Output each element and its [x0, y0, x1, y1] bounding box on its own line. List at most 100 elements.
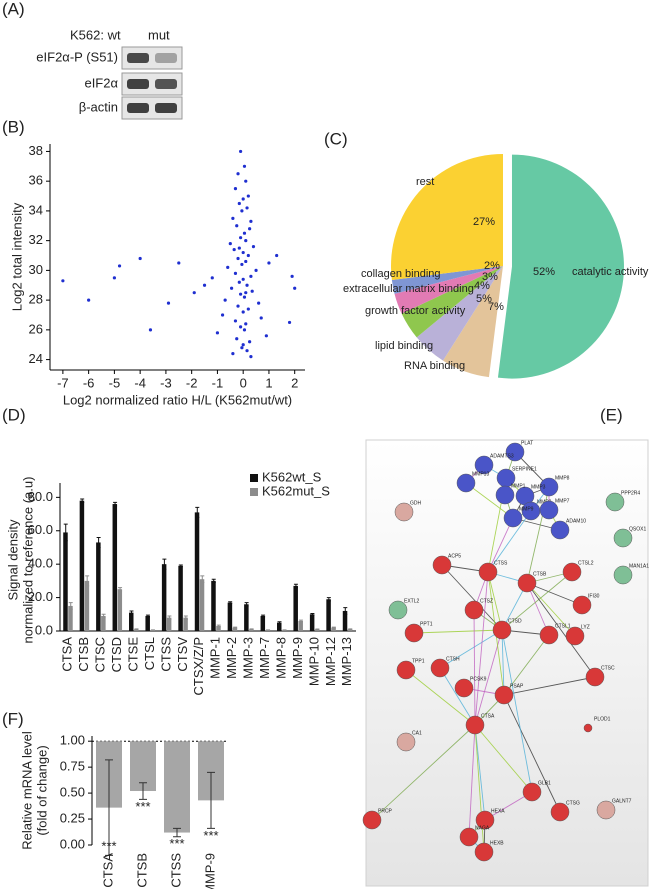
point [229, 286, 234, 290]
network-node [492, 620, 512, 640]
point [235, 337, 239, 341]
x-tick-label: CTSA [60, 637, 75, 672]
error-bar [129, 610, 134, 615]
error-bar [343, 607, 348, 615]
point [233, 319, 238, 323]
error-bar [331, 626, 336, 629]
network-node [478, 562, 498, 582]
network-edge [487, 571, 503, 631]
node-label: GDH [410, 500, 422, 506]
bar [309, 614, 315, 631]
slice-label: extracellular matrix binding [343, 283, 474, 295]
network-node [494, 685, 514, 705]
blot-strip [121, 72, 183, 96]
bar [96, 542, 101, 631]
error-bar [178, 564, 183, 568]
node-label: CTSB [533, 571, 547, 577]
error-bar [326, 597, 331, 602]
bar [293, 585, 298, 631]
network-node [388, 600, 408, 620]
error-bar [261, 614, 266, 618]
y-axis-label: Relative mRNA level [19, 731, 34, 850]
slice-label: lipid binding [375, 340, 433, 352]
network-edge [405, 669, 476, 726]
network-node [522, 782, 542, 802]
slice-value: 2% [484, 260, 500, 272]
bar [326, 599, 331, 631]
slice-label: collagen binding [361, 268, 441, 280]
node-label: PSAP [510, 683, 524, 689]
network-node [613, 565, 633, 585]
panel-label: (F) [2, 709, 24, 728]
network-node [550, 802, 570, 822]
x-tick-label: CTSS [158, 637, 173, 672]
point [215, 331, 220, 335]
y-tick-label: 32 [29, 232, 43, 247]
node-label: IFI30 [588, 593, 600, 599]
point [244, 322, 248, 326]
node-label: MMP3 [531, 484, 546, 490]
node-label: NAGA [475, 825, 490, 831]
error-bar [173, 827, 181, 838]
x-tick-label: -5 [109, 375, 121, 390]
x-tick-label: -7 [57, 375, 69, 390]
blot-header: K562: wt [70, 27, 121, 42]
y-tick-label: 36 [29, 173, 43, 188]
y-tick-label: 40.0 [28, 556, 53, 571]
network-node [505, 442, 525, 462]
bar [63, 532, 68, 631]
node-label: PPT1 [420, 621, 433, 627]
network-node [517, 573, 537, 593]
pie-slice [416, 266, 503, 361]
error-bar [85, 575, 90, 587]
y-tick-label: 80.0 [28, 489, 53, 504]
node-label: PCSK9 [470, 676, 487, 682]
error-bar [310, 612, 315, 616]
node-label: MMP13 [472, 471, 489, 477]
node-label: GALNT7 [612, 798, 632, 804]
node-label: ADAMTS3 [490, 453, 514, 459]
node-label: PLAT [521, 440, 533, 446]
x-tick-label: 1 [265, 375, 272, 390]
network-edge [439, 667, 476, 726]
node-label: TPP1 [412, 658, 425, 664]
y-tick-label: 0.50 [60, 785, 85, 800]
error-bar [105, 759, 113, 856]
point [231, 352, 235, 356]
point [202, 283, 207, 287]
error-bar [118, 587, 123, 592]
point [248, 227, 252, 231]
node-label: CA1 [412, 730, 422, 736]
error-bar [68, 602, 73, 610]
bar [101, 615, 106, 631]
error-bar [298, 619, 303, 623]
panel-label: (E) [600, 405, 623, 424]
annotation: *** [169, 836, 184, 851]
bar [260, 615, 266, 631]
x-tick-label: CTSV [175, 637, 190, 672]
slice-value: 3% [482, 271, 498, 283]
x-tick-label: 0 [240, 375, 247, 390]
pie-slice [401, 266, 503, 338]
point [241, 277, 245, 281]
pie-slice [442, 266, 503, 378]
slice-label: RNA binding [404, 360, 465, 372]
y-tick-label: 0.25 [60, 810, 85, 825]
node-label: CTSS [494, 560, 508, 566]
point [166, 301, 171, 305]
network-node [550, 520, 570, 540]
network-node [475, 810, 495, 830]
node-label: CTSG [566, 800, 580, 806]
x-tick-label: MMP-2 [224, 637, 239, 679]
point [220, 313, 225, 317]
network-node [596, 800, 616, 820]
network-node [539, 500, 559, 520]
bar [244, 604, 249, 631]
network-node [613, 528, 633, 548]
network-node [396, 660, 416, 680]
point [210, 276, 214, 280]
point [226, 265, 230, 270]
point [240, 209, 244, 213]
error-bar [195, 506, 200, 518]
